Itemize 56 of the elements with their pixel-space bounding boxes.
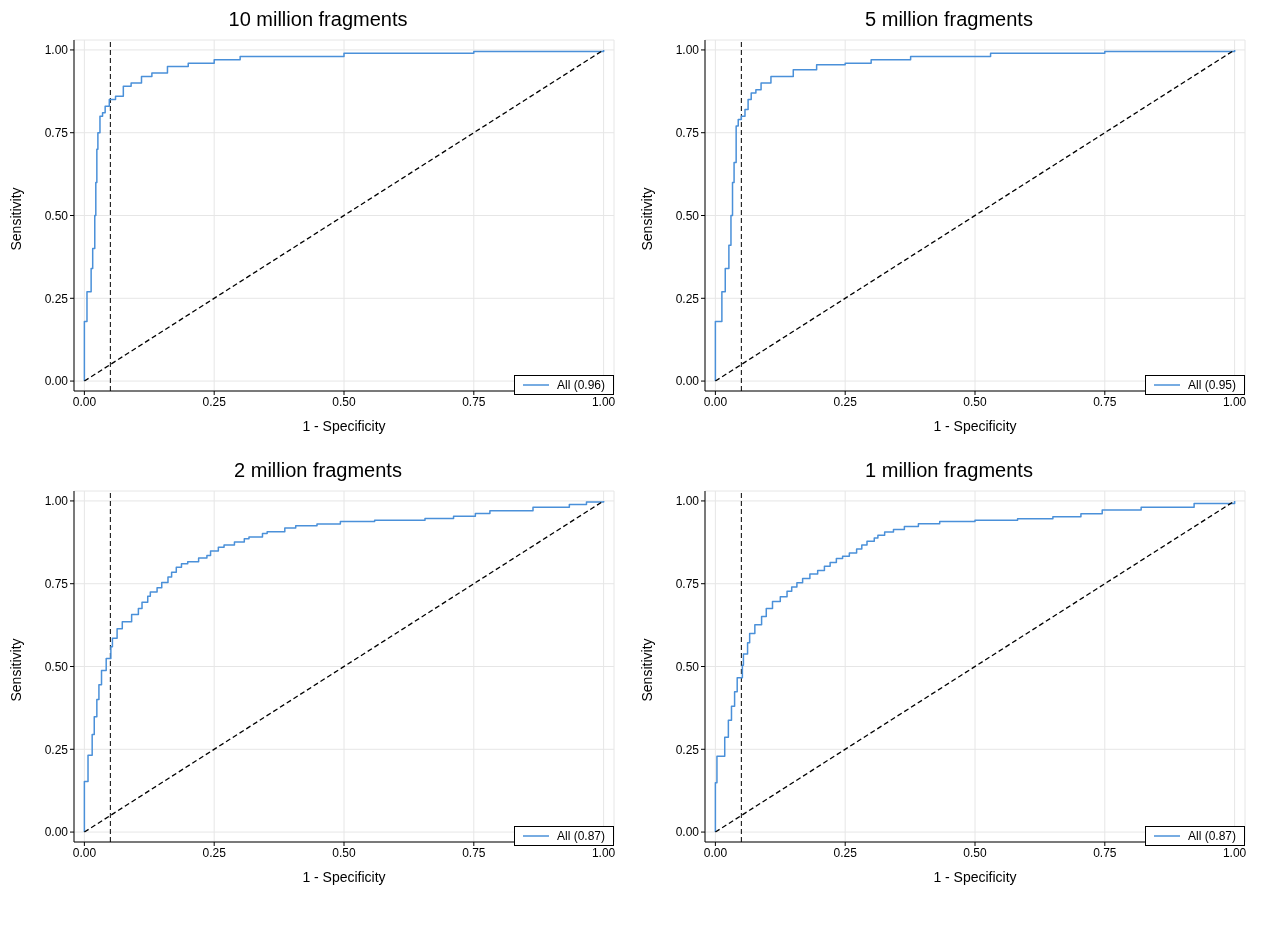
- y-tick-label: 0.25: [675, 291, 700, 306]
- chart-title: 5 million fragments: [864, 8, 1034, 32]
- x-tick-label: 0.25: [202, 845, 227, 860]
- y-tick-label: 0.50: [675, 208, 700, 223]
- chart-title: 2 million fragments: [233, 459, 403, 483]
- x-tick-label: 0.00: [72, 394, 97, 409]
- x-tick-label: 0.00: [703, 845, 728, 860]
- legend-label: All (0.95): [1187, 378, 1236, 392]
- x-axis-title: 1 - Specificity: [302, 869, 386, 885]
- x-axis-title: 1 - Specificity: [302, 418, 386, 434]
- x-tick-label: 1.00: [1222, 394, 1247, 409]
- x-tick-label: 0.50: [332, 394, 356, 409]
- x-tick-label: 0.50: [332, 845, 356, 860]
- y-tick-label: 0.75: [675, 125, 700, 140]
- x-tick-label: 0.75: [462, 394, 486, 409]
- x-tick-label: 0.25: [202, 394, 227, 409]
- x-tick-label: 1.00: [591, 845, 616, 860]
- y-tick-label: 0.00: [675, 374, 700, 389]
- y-tick-label: 0.00: [44, 825, 69, 840]
- y-tick-label: 0.00: [675, 825, 700, 840]
- x-tick-label: 0.25: [833, 845, 858, 860]
- x-axis-title: 1 - Specificity: [933, 418, 1017, 434]
- x-tick-label: 0.25: [833, 394, 858, 409]
- legend-label: All (0.87): [1187, 829, 1236, 843]
- y-axis-title: Sensitivity: [7, 187, 24, 251]
- y-tick-label: 1.00: [44, 43, 69, 58]
- y-tick-label: 0.25: [675, 742, 700, 757]
- x-tick-label: 0.00: [72, 845, 97, 860]
- x-tick-label: 0.00: [703, 394, 728, 409]
- y-tick-label: 0.75: [44, 576, 69, 591]
- x-tick-label: 1.00: [591, 394, 616, 409]
- y-tick-label: 0.25: [44, 742, 69, 757]
- x-tick-label: 1.00: [1222, 845, 1247, 860]
- y-tick-label: 0.00: [44, 374, 69, 389]
- y-tick-label: 1.00: [675, 494, 700, 509]
- x-tick-label: 0.50: [963, 845, 987, 860]
- y-axis-title: Sensitivity: [638, 187, 655, 251]
- y-tick-label: 0.75: [675, 576, 700, 591]
- x-axis-title: 1 - Specificity: [933, 869, 1017, 885]
- x-tick-label: 0.75: [1093, 394, 1117, 409]
- y-tick-label: 0.50: [44, 208, 69, 223]
- y-tick-label: 0.25: [44, 291, 69, 306]
- y-tick-label: 0.75: [44, 125, 69, 140]
- legend-label: All (0.87): [556, 829, 605, 843]
- chart-title: 10 million fragments: [227, 8, 409, 32]
- x-tick-label: 0.75: [462, 845, 486, 860]
- y-axis-title: Sensitivity: [7, 638, 24, 702]
- x-tick-label: 0.50: [963, 394, 987, 409]
- y-axis-title: Sensitivity: [638, 638, 655, 702]
- y-tick-label: 0.50: [675, 659, 700, 674]
- y-tick-label: 1.00: [675, 43, 700, 58]
- y-tick-label: 1.00: [44, 494, 69, 509]
- y-tick-label: 0.50: [44, 659, 69, 674]
- legend-label: All (0.96): [556, 378, 605, 392]
- x-tick-label: 0.75: [1093, 845, 1117, 860]
- chart-title: 1 million fragments: [864, 459, 1034, 483]
